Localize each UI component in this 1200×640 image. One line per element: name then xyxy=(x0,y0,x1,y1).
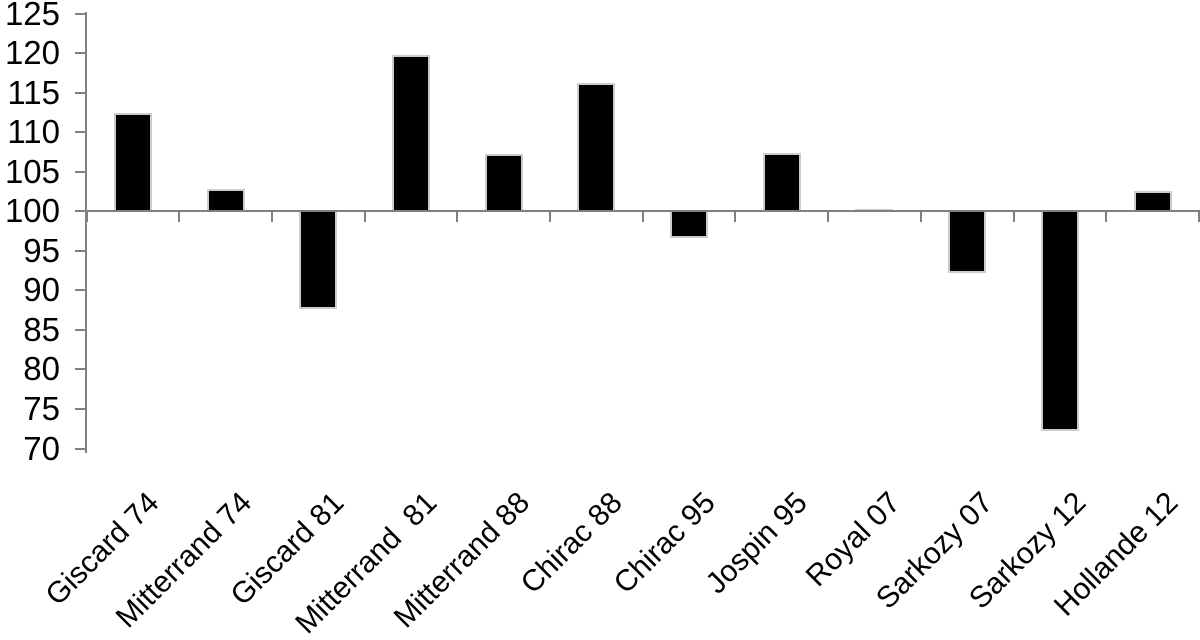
y-tick-label: 100 xyxy=(4,192,60,230)
bar xyxy=(206,189,245,212)
y-tick-label: 115 xyxy=(7,73,60,111)
y-axis-tick-mark xyxy=(75,249,87,252)
y-tick-label: 70 xyxy=(23,429,60,467)
x-axis-tick-mark xyxy=(456,210,459,223)
y-axis-tick-mark xyxy=(75,52,87,55)
bar xyxy=(670,211,709,239)
y-tick-label: 75 xyxy=(23,389,60,427)
bar xyxy=(762,153,801,212)
bar xyxy=(1040,211,1079,432)
x-axis-tick-mark xyxy=(827,210,830,223)
y-tick-label: 90 xyxy=(23,271,60,309)
x-axis-label: Chirac 95 xyxy=(607,486,722,601)
bar xyxy=(855,208,894,212)
y-axis-tick-mark xyxy=(75,328,87,331)
y-tick-label: 80 xyxy=(23,350,60,388)
x-axis-tick-mark xyxy=(734,210,737,223)
y-tick-label: 110 xyxy=(7,113,60,151)
bar xyxy=(391,55,430,212)
y-tick-label: 95 xyxy=(23,231,60,269)
bar xyxy=(299,211,338,310)
y-axis-tick-mark xyxy=(75,407,87,410)
bar xyxy=(577,83,616,212)
y-axis-tick-mark xyxy=(75,289,87,292)
y-axis-tick-mark xyxy=(75,368,87,371)
x-axis-label: Jospin 95 xyxy=(699,486,815,601)
x-axis-label: Chirac 88 xyxy=(514,486,629,601)
y-tick-label: 105 xyxy=(4,152,60,190)
x-axis-tick-mark xyxy=(1012,210,1015,223)
y-tick-label: 85 xyxy=(23,310,60,348)
bar xyxy=(1133,191,1172,212)
bar xyxy=(948,211,987,273)
y-axis-tick-mark xyxy=(75,210,87,213)
x-axis-tick-mark xyxy=(270,210,273,223)
x-axis-tick-mark xyxy=(85,210,88,223)
x-axis-tick-mark xyxy=(549,210,551,223)
y-axis-tick-mark xyxy=(75,170,87,173)
y-tick-label: 125 xyxy=(4,0,60,32)
x-axis-tick-mark xyxy=(178,210,181,223)
y-axis-tick-mark xyxy=(75,91,87,94)
bar xyxy=(113,113,152,212)
y-axis-tick-mark xyxy=(75,131,87,134)
x-axis-tick-mark xyxy=(363,210,366,223)
x-axis-tick-mark xyxy=(1197,210,1200,223)
bar xyxy=(484,154,523,212)
x-axis-tick-mark xyxy=(1105,210,1108,223)
y-tick-label: 120 xyxy=(4,34,60,72)
y-axis-tick-mark xyxy=(75,12,87,15)
y-axis-tick-mark xyxy=(75,447,87,450)
x-axis-tick-mark xyxy=(641,210,644,223)
x-axis-tick-mark xyxy=(919,210,922,223)
y-axis-line xyxy=(85,12,87,453)
